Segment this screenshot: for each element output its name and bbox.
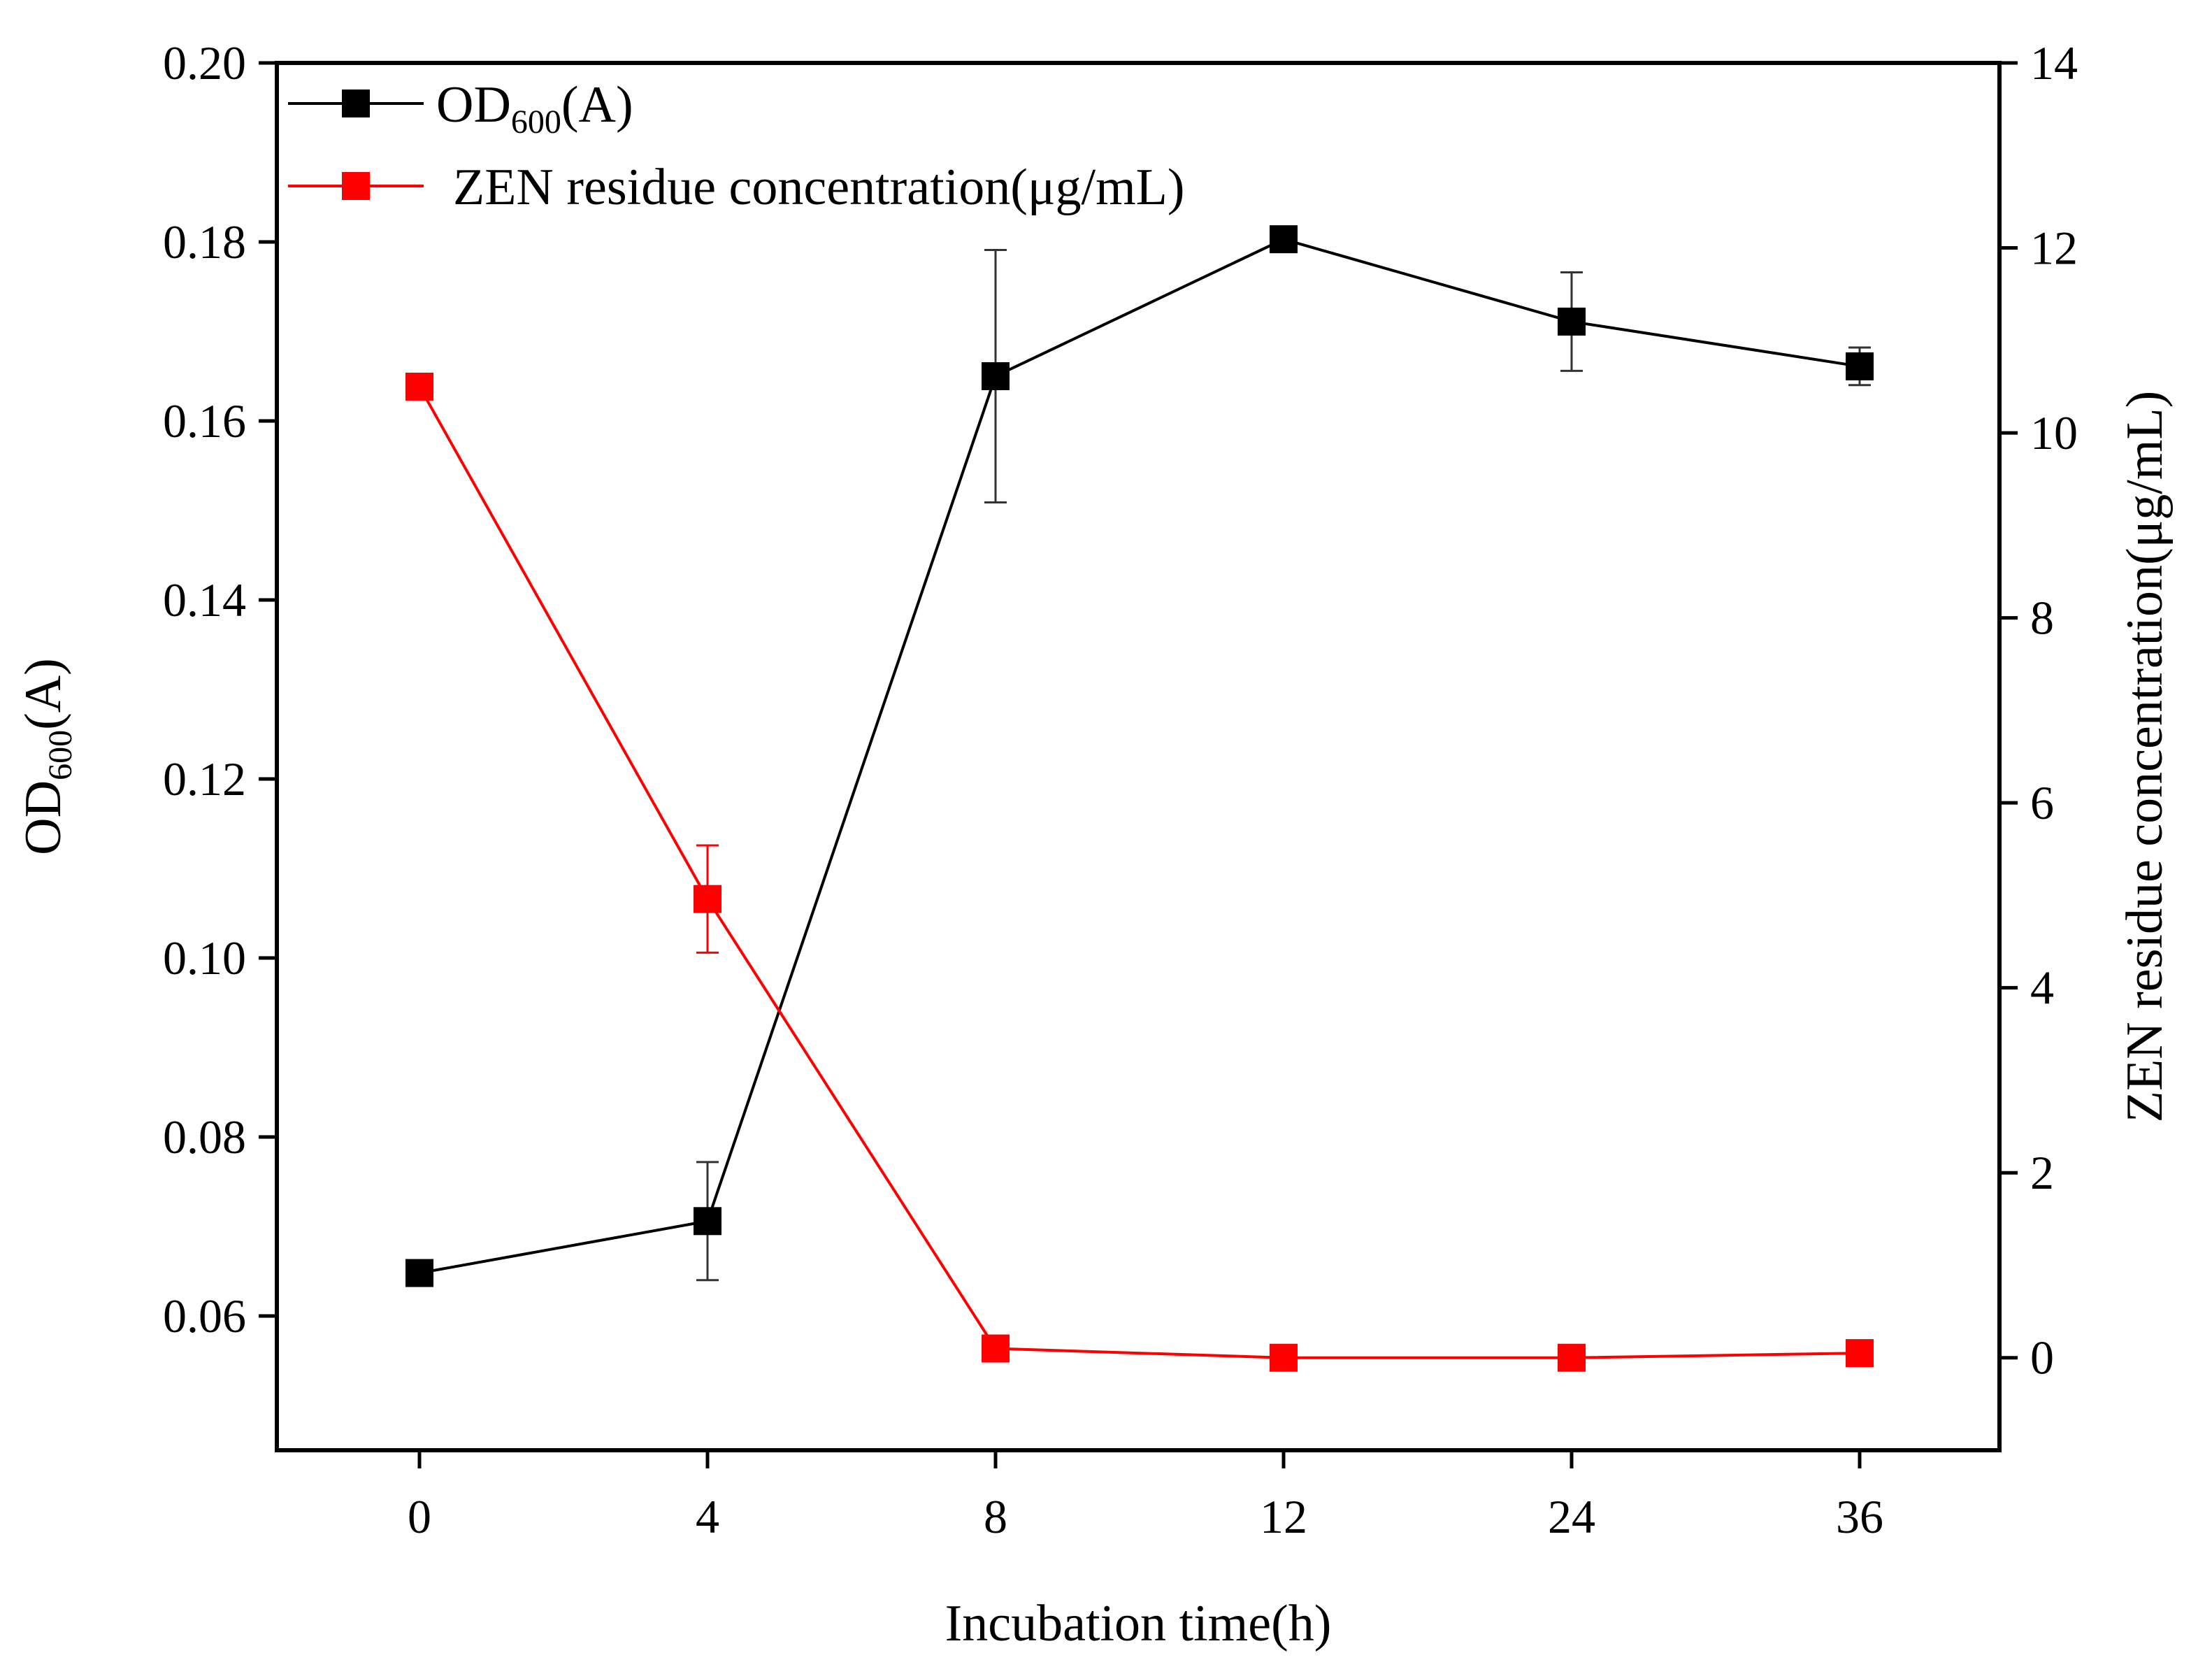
point-zen-5 bbox=[1846, 1339, 1874, 1368]
y2-tick-label-0: 0 bbox=[2030, 1331, 2054, 1385]
y-axis-title-main: OD bbox=[15, 780, 72, 855]
legend-marker-zen bbox=[342, 172, 370, 200]
x-tick-label-2: 8 bbox=[984, 1490, 1007, 1543]
point-zen-3 bbox=[1270, 1343, 1298, 1372]
x-axis-title: Incubation time(h) bbox=[945, 1595, 1332, 1652]
point-zen-0 bbox=[405, 372, 433, 401]
y2-tick-label-7: 14 bbox=[2030, 36, 2078, 90]
point-zen-2 bbox=[982, 1334, 1010, 1363]
y2-tick-label-2: 4 bbox=[2030, 961, 2054, 1015]
x-axis: 0 4 8 12 24 36 bbox=[408, 1450, 1883, 1543]
right-axis: 0 2 4 6 8 10 12 14 bbox=[1999, 36, 2078, 1385]
y-tick-label-3: 0.12 bbox=[163, 752, 246, 806]
y-axis-title-suffix: (A) bbox=[15, 658, 72, 730]
y2-tick-label-4: 8 bbox=[2030, 592, 2054, 645]
x-tick-label-5: 36 bbox=[1836, 1490, 1883, 1543]
point-od600-0 bbox=[405, 1259, 433, 1287]
y2-tick-label-1: 2 bbox=[2030, 1146, 2054, 1199]
point-od600-5 bbox=[1846, 352, 1874, 380]
y-tick-label-0: 0.06 bbox=[163, 1289, 246, 1343]
y-tick-label-1: 0.08 bbox=[163, 1110, 246, 1164]
point-od600-3 bbox=[1270, 225, 1298, 254]
y2-tick-label-5: 10 bbox=[2030, 406, 2078, 459]
point-zen-4 bbox=[1558, 1343, 1586, 1372]
y-tick-label-5: 0.16 bbox=[163, 394, 246, 448]
point-od600-2 bbox=[982, 362, 1010, 390]
y2-tick-label-6: 12 bbox=[2030, 222, 2078, 275]
legend: OD600(A) ZEN residue concentration(μg/mL… bbox=[288, 76, 1185, 216]
plot-frame bbox=[275, 61, 2002, 1452]
y-tick-label-6: 0.18 bbox=[163, 215, 246, 269]
y-axis-title: OD600(A) bbox=[15, 658, 79, 855]
point-od600-1 bbox=[694, 1207, 721, 1236]
y-tick-label-7: 0.20 bbox=[163, 36, 246, 90]
x-tick-label-4: 24 bbox=[1548, 1490, 1595, 1543]
y-tick-label-4: 0.14 bbox=[163, 573, 246, 627]
legend-od600-main: OD bbox=[436, 76, 511, 134]
point-zen-1 bbox=[694, 885, 721, 913]
series-line-zen bbox=[418, 385, 1860, 1359]
legend-label-od600: OD600(A) bbox=[436, 76, 633, 141]
series-line-od600 bbox=[419, 238, 1860, 1275]
legend-od600-sub: 600 bbox=[511, 103, 561, 141]
legend-marker-od600 bbox=[342, 90, 370, 117]
y2-axis-title: ZEN residue concentration(μg/mL) bbox=[2116, 391, 2174, 1123]
x-tick-label-0: 0 bbox=[408, 1490, 431, 1543]
point-od600-4 bbox=[1558, 307, 1586, 336]
series-layer bbox=[405, 225, 1874, 1372]
left-axis: 0.06 0.08 0.10 0.12 0.14 0.16 0.18 0.20 bbox=[163, 36, 277, 1343]
x-tick-label-1: 4 bbox=[696, 1490, 719, 1543]
y-tick-label-2: 0.10 bbox=[163, 931, 246, 985]
x-tick-label-3: 12 bbox=[1260, 1490, 1307, 1543]
legend-od600-suffix: (A) bbox=[561, 76, 633, 134]
y2-tick-label-3: 6 bbox=[2030, 776, 2054, 829]
y-axis-title-sub: 600 bbox=[42, 730, 79, 780]
legend-label-zen: ZEN residue concentration(μg/mL) bbox=[453, 159, 1185, 216]
